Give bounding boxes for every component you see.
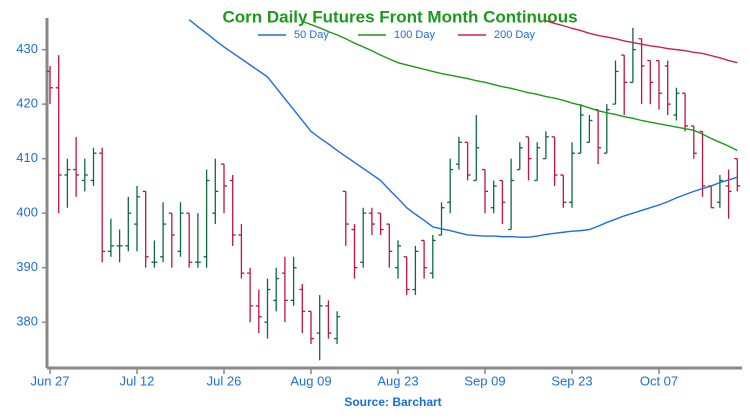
y-tick-label: 380: [16, 314, 38, 329]
y-tick-label: 410: [16, 150, 38, 165]
x-tick-label: Jul 12: [120, 373, 155, 388]
moving-average-line: [545, 20, 738, 64]
x-tick-label: Oct 07: [640, 373, 678, 388]
plot-area: [47, 19, 741, 361]
x-tick-label: Sep 23: [551, 373, 592, 388]
x-tick-label: Aug 23: [377, 373, 418, 388]
x-tick-label: Sep 09: [464, 373, 505, 388]
moving-average-line: [302, 20, 738, 152]
y-tick-label: 400: [16, 205, 38, 220]
x-tick-label: Jun 27: [30, 373, 69, 388]
legend-label: 200 Day: [494, 29, 535, 41]
chart-title: Corn Daily Futures Front Month Continuou…: [222, 7, 577, 26]
legend-label: 100 Day: [394, 29, 435, 41]
legend-label: 50 Day: [294, 29, 329, 41]
x-tick-label: Jul 26: [207, 373, 242, 388]
x-tick-label: Aug 09: [290, 373, 331, 388]
source: Source: Barchart: [344, 395, 441, 409]
y-tick-label: 390: [16, 259, 38, 274]
y-tick-label: 430: [16, 41, 38, 56]
y-tick-label: 420: [16, 96, 38, 111]
moving-average-line: [188, 19, 738, 238]
